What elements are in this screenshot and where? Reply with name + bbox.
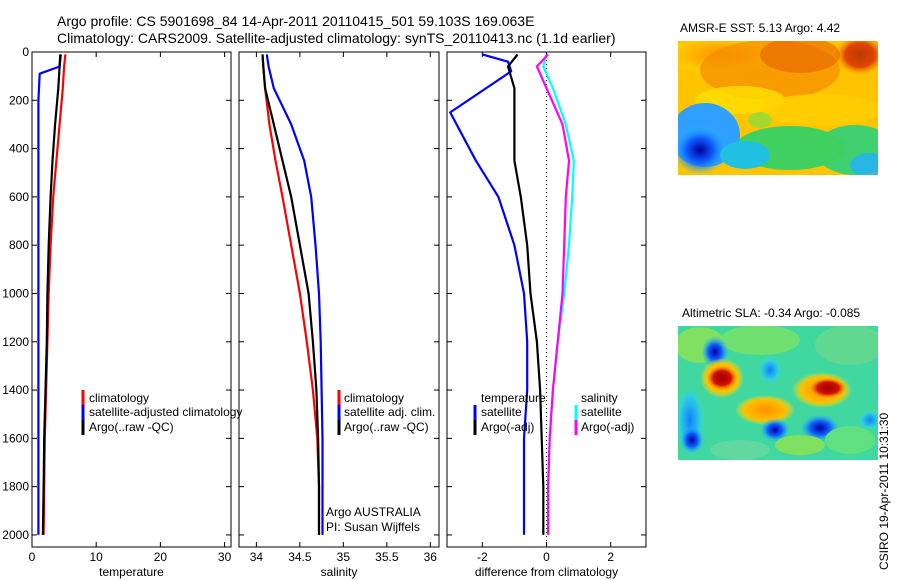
legend-salinity-heading: salinity	[581, 391, 618, 405]
x-tick-label: 10	[90, 550, 104, 564]
y-tick-label: 800	[9, 238, 29, 252]
title-line-1: Argo profile: CS 5901698_84 14-Apr-2011 …	[57, 13, 534, 29]
x-tick-label: 34	[250, 550, 264, 564]
x-tick-label: -2	[477, 550, 488, 564]
salinity-frame	[238, 51, 440, 548]
annotation-argo-australia: Argo AUSTRALIA	[326, 505, 421, 519]
series-line-climatology	[261, 54, 321, 535]
x-tick-label: 20	[154, 550, 168, 564]
temperature-frame	[31, 51, 232, 548]
x-tick-label: 0	[29, 550, 36, 564]
temperature-panel: 0 10 20 30 0 200 400 600 800 1000 1200 1400 1600 1800…	[2, 45, 231, 579]
y-tick-label: 1200	[2, 335, 29, 349]
x-tick-label: 34.5	[288, 550, 312, 564]
series-line-argo-raw-qc-	[261, 54, 321, 535]
series-line-argo-raw-qc-	[41, 54, 62, 535]
series-line-satellite-adjusted-climatology	[37, 54, 62, 535]
temperature-legend: climatology satellite-adjusted climatolo…	[81, 390, 242, 435]
x-tick-label: 36	[424, 550, 438, 564]
legend-temperature-heading: temperature	[481, 391, 546, 405]
y-tick-label: 200	[9, 93, 29, 107]
sst-map-title: AMSR-E SST: 5.13 Argo: 4.42	[680, 21, 840, 35]
y-tick-label: 2000	[2, 528, 29, 542]
x-tick-label: 35	[337, 550, 351, 564]
y-tick-label: 600	[9, 190, 29, 204]
y-tick-label: 1400	[2, 383, 29, 397]
legend-climatology: climatology	[344, 391, 404, 405]
x-tick-label: 0	[543, 550, 550, 564]
legend-temp-argo: Argo(-adj)	[481, 420, 534, 434]
sla-map-image	[678, 326, 878, 460]
series-line-satellite-adj-clim-	[265, 54, 324, 535]
y-tick-label: 400	[9, 142, 29, 156]
legend-sal-satellite: satellite	[581, 405, 622, 419]
x-tick-label: 2	[607, 550, 614, 564]
y-tick-label: 1800	[2, 480, 29, 494]
legend-climatology: climatology	[89, 391, 149, 405]
title-line-2: Climatology: CARS2009. Satellite-adjuste…	[57, 30, 615, 46]
series-line-satellite	[449, 53, 529, 535]
series-line-argo-adj-	[535, 53, 571, 535]
legend-satellite-adjusted: satellite-adjusted climatology	[89, 405, 242, 419]
x-tick-label: 35.5	[375, 550, 399, 564]
y-tick-label: 1000	[2, 286, 29, 300]
legend-sal-argo: Argo(-adj)	[581, 420, 634, 434]
legend-argo: Argo(..raw -QC)	[344, 420, 429, 434]
x-tick-label: 30	[218, 550, 232, 564]
difference-x-label: difference from climatology	[475, 565, 618, 579]
sst-map-image	[678, 41, 878, 175]
series-line-argo-adj-	[506, 53, 545, 535]
difference-legend: temperature satellite Argo(-adj) salinit…	[473, 391, 634, 435]
legend-satellite-adj: satellite adj. clim.	[344, 405, 435, 419]
temperature-x-label: temperature	[99, 565, 164, 579]
legend-temp-satellite: satellite	[481, 405, 522, 419]
legend-argo: Argo(..raw -QC)	[89, 420, 174, 434]
salinity-x-label: salinity	[321, 565, 358, 579]
credit-timestamp: CSIRO 19-Apr-2011 10:31:30	[877, 412, 891, 570]
y-tick-label: 0	[22, 45, 29, 59]
salinity-panel: 34 34.5 35 35.5 36 salinity	[238, 51, 440, 579]
y-tick-label: 1600	[2, 431, 29, 445]
sla-map-title: Altimetric SLA: -0.34 Argo: -0.085	[682, 306, 860, 320]
annotation-pi: PI: Susan Wijffels	[326, 520, 420, 534]
salinity-legend: climatology satellite adj. clim. Argo(..…	[337, 390, 435, 435]
